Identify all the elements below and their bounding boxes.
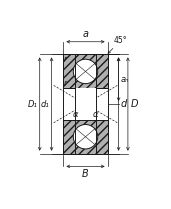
Bar — [63, 55, 108, 88]
Text: α: α — [73, 110, 78, 119]
Text: a: a — [82, 29, 89, 39]
Bar — [75, 88, 96, 120]
Text: r: r — [64, 55, 67, 64]
Text: D₁: D₁ — [28, 99, 38, 109]
Text: B: B — [82, 169, 89, 180]
Bar — [63, 120, 108, 154]
Text: α: α — [93, 110, 98, 119]
Text: r: r — [64, 79, 67, 88]
Text: d₁: d₁ — [41, 99, 50, 109]
Text: D: D — [130, 99, 138, 109]
Circle shape — [73, 125, 98, 149]
Circle shape — [73, 59, 98, 84]
Text: aₙ: aₙ — [121, 75, 129, 84]
Text: d: d — [121, 99, 127, 109]
Text: 45°: 45° — [113, 36, 127, 45]
